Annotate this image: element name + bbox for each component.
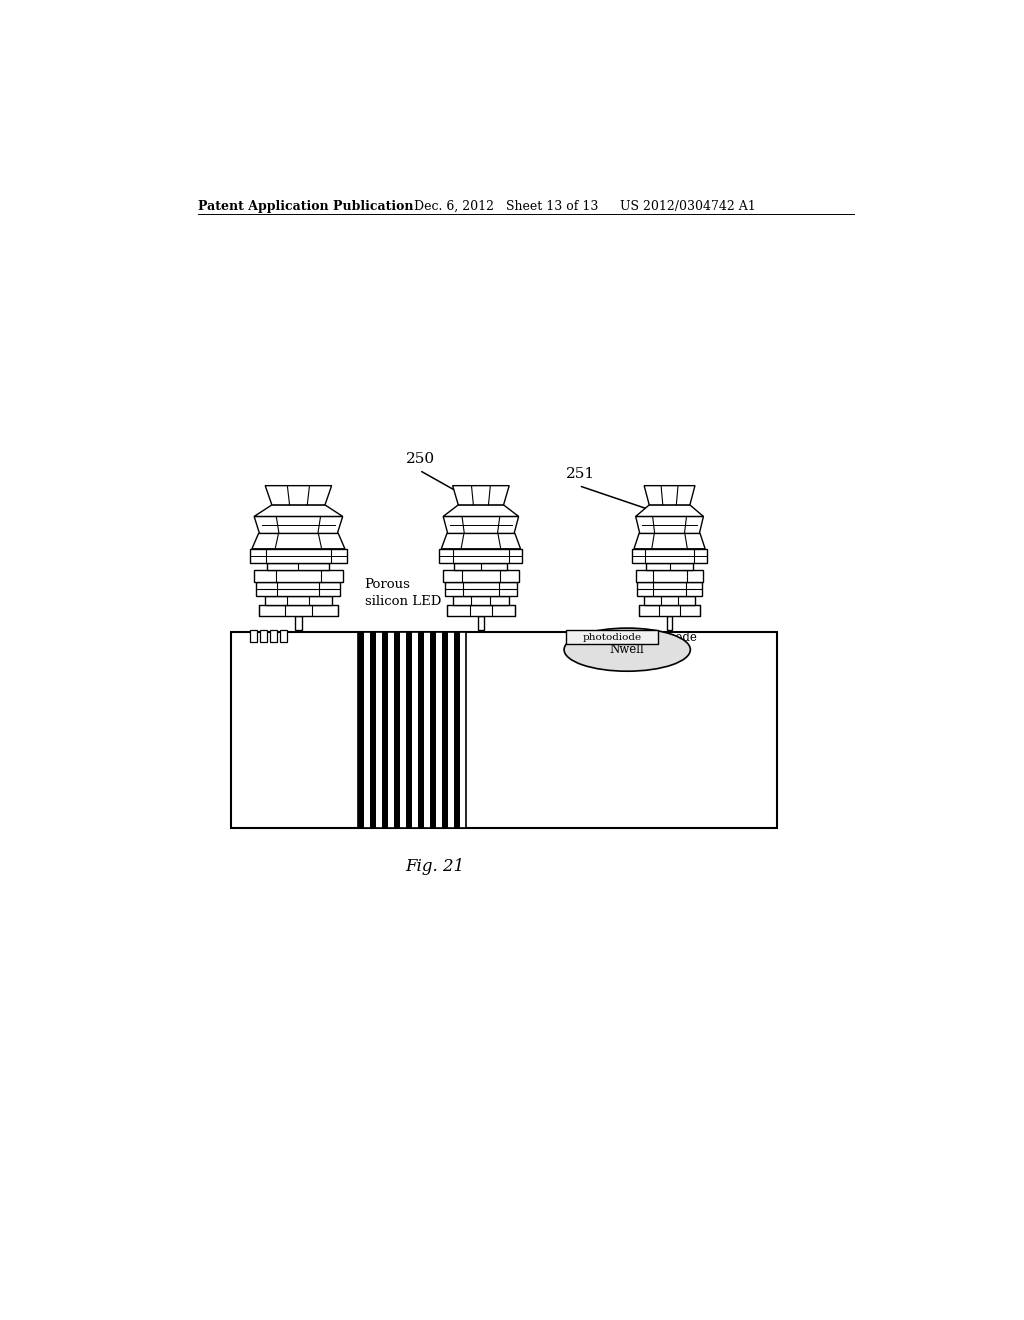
Polygon shape	[443, 506, 518, 516]
Polygon shape	[254, 516, 343, 533]
Bar	[446, 605, 515, 615]
Bar	[667, 615, 673, 630]
Bar	[260, 630, 267, 642]
Polygon shape	[441, 533, 520, 549]
Bar	[256, 582, 341, 595]
Bar	[445, 582, 517, 595]
Text: 251: 251	[565, 467, 595, 480]
Polygon shape	[644, 486, 695, 506]
Bar	[393, 632, 399, 829]
Bar	[267, 562, 330, 570]
Polygon shape	[636, 516, 703, 533]
Text: Dec. 6, 2012: Dec. 6, 2012	[414, 199, 494, 213]
Text: 250: 250	[407, 451, 435, 466]
Bar	[388, 632, 393, 829]
Ellipse shape	[564, 628, 690, 671]
Text: US 2012/0304742 A1: US 2012/0304742 A1	[620, 199, 756, 213]
Bar	[454, 632, 460, 829]
Bar	[259, 605, 338, 615]
Bar	[424, 632, 430, 829]
Bar	[382, 632, 388, 829]
Polygon shape	[453, 486, 509, 506]
Bar	[430, 632, 435, 829]
Bar	[280, 630, 287, 642]
Bar	[632, 549, 707, 562]
Bar	[453, 595, 509, 605]
Polygon shape	[265, 486, 332, 506]
Bar	[565, 631, 658, 644]
Bar	[646, 562, 693, 570]
Bar	[230, 632, 777, 829]
Bar	[412, 632, 418, 829]
Bar	[439, 549, 522, 562]
Bar	[447, 632, 454, 829]
Text: Porous
silicon LED: Porous silicon LED	[365, 578, 441, 609]
Bar	[254, 570, 343, 582]
Bar	[443, 570, 518, 582]
Text: photodiode: photodiode	[631, 631, 698, 644]
Bar	[265, 595, 332, 605]
Polygon shape	[254, 506, 343, 516]
Text: Fig. 21: Fig. 21	[406, 858, 464, 875]
Bar	[435, 632, 441, 829]
Bar	[441, 632, 447, 829]
Bar	[364, 632, 370, 829]
Polygon shape	[252, 533, 345, 549]
Bar	[478, 615, 484, 630]
Bar	[250, 630, 257, 642]
Polygon shape	[443, 516, 518, 533]
Bar	[270, 630, 276, 642]
Bar	[295, 615, 302, 630]
Text: Nwell: Nwell	[610, 643, 644, 656]
Bar	[460, 632, 466, 829]
Bar	[418, 632, 424, 829]
Bar	[637, 582, 701, 595]
Bar	[406, 632, 412, 829]
Text: photodiode: photodiode	[583, 632, 641, 642]
Text: Patent Application Publication: Patent Application Publication	[199, 199, 414, 213]
Polygon shape	[634, 533, 706, 549]
Bar	[250, 549, 347, 562]
Bar	[376, 632, 382, 829]
Bar	[357, 632, 466, 829]
Bar	[399, 632, 406, 829]
Text: Sheet 13 of 13: Sheet 13 of 13	[506, 199, 599, 213]
Bar	[636, 570, 703, 582]
Bar	[639, 605, 700, 615]
Bar	[357, 632, 364, 829]
Polygon shape	[636, 506, 703, 516]
Bar	[644, 595, 695, 605]
Bar	[455, 562, 507, 570]
Bar	[370, 632, 376, 829]
